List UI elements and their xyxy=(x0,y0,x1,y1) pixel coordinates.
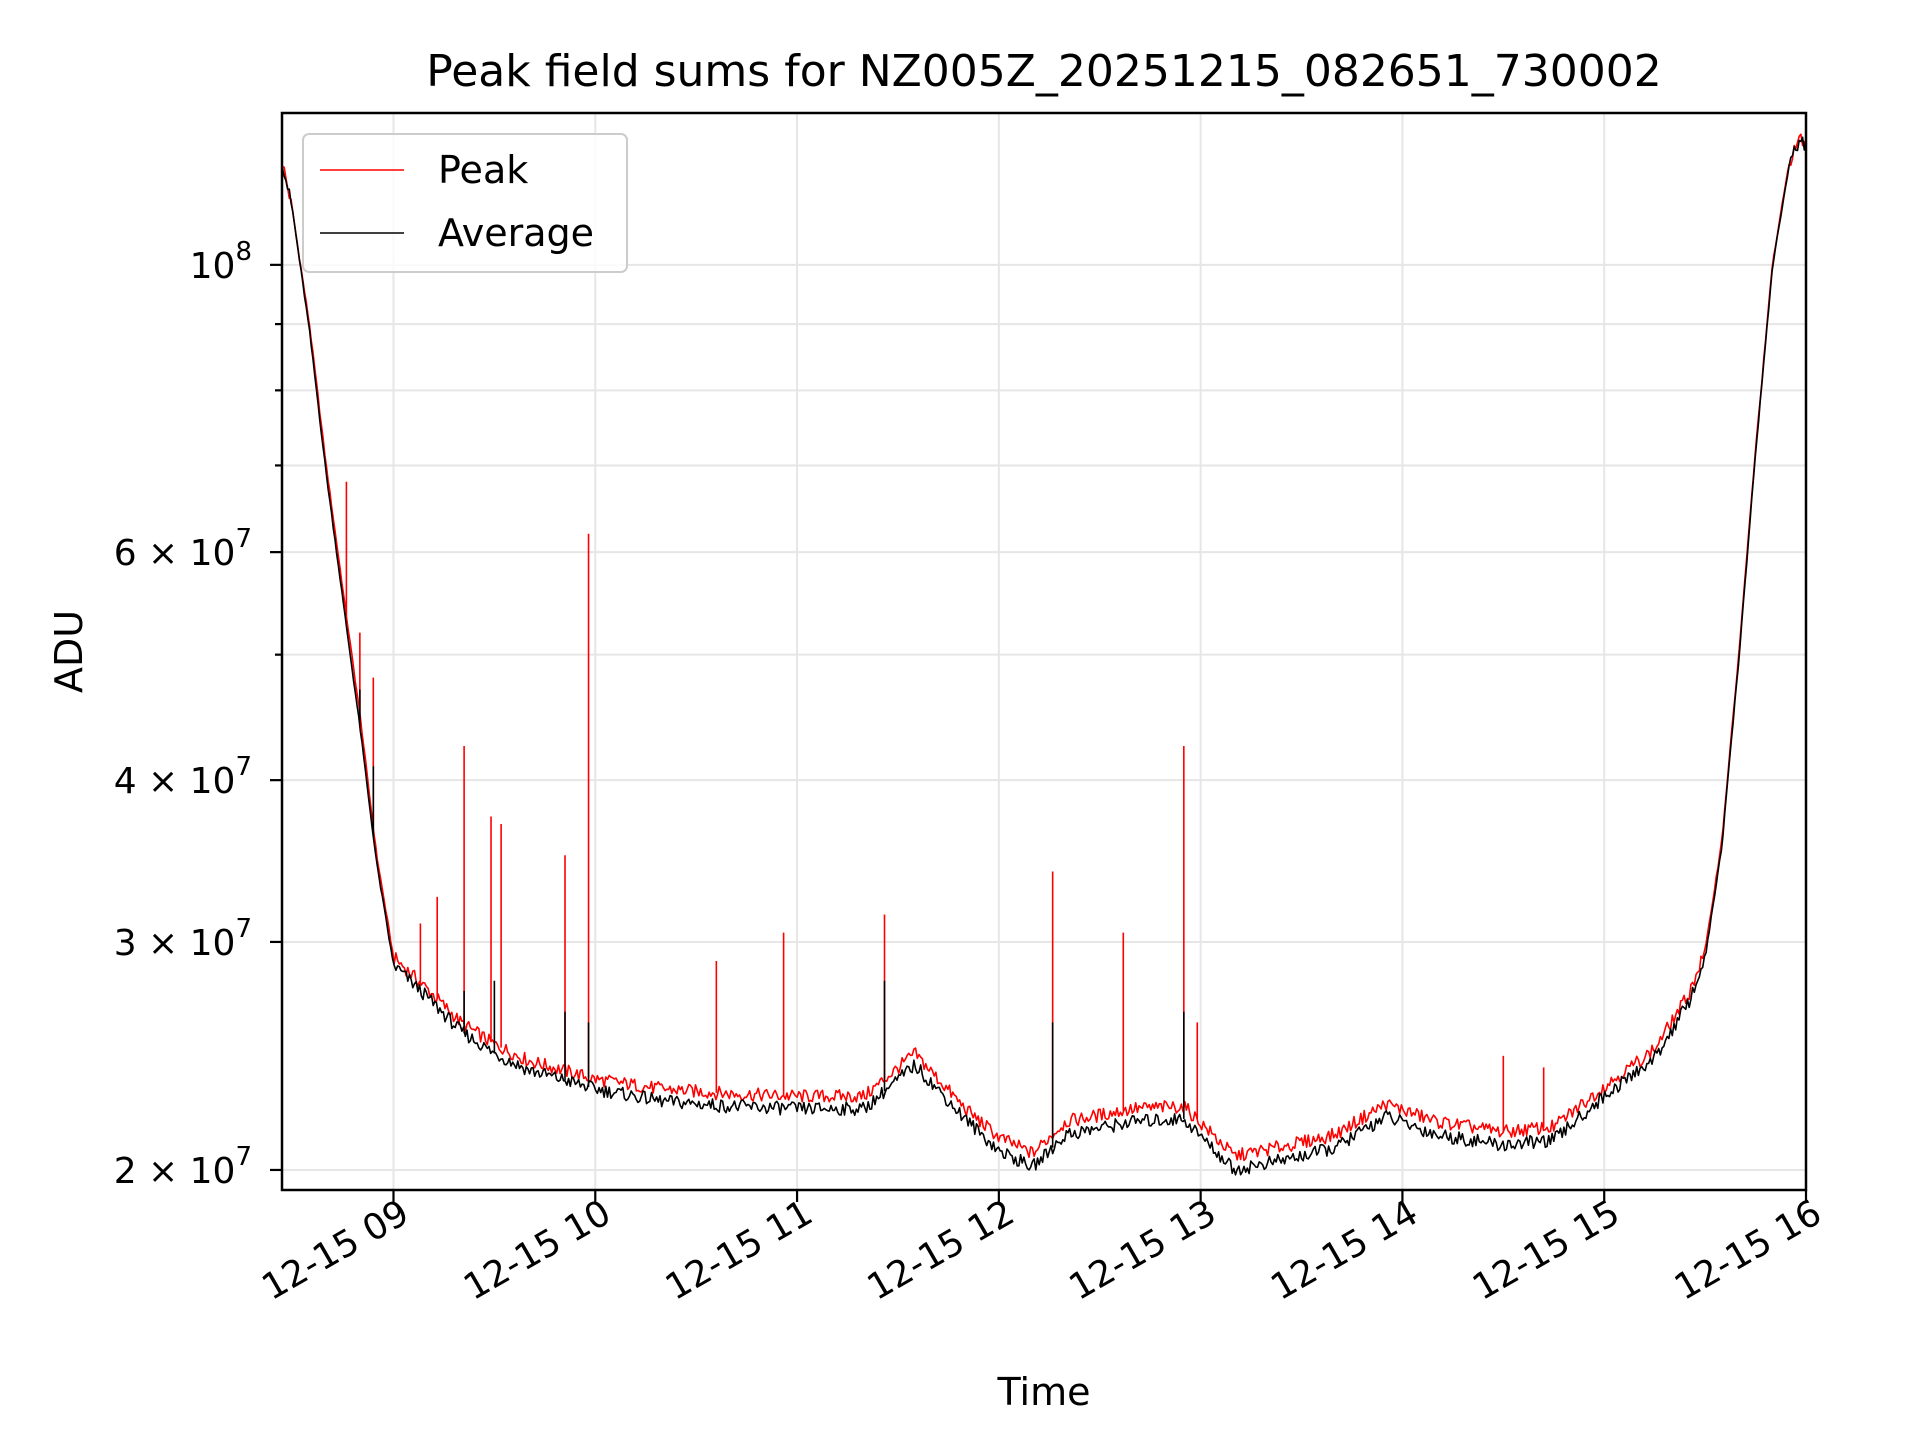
x-tick-label: 12-15 09 xyxy=(255,1192,416,1308)
y-tick-label: 108 xyxy=(190,237,252,287)
series-line-average xyxy=(281,136,1807,1176)
x-tick-label: 12-15 15 xyxy=(1466,1192,1627,1308)
y-tick-label: 4 × 107 xyxy=(114,752,252,802)
legend-box xyxy=(302,133,628,273)
legend-label-average: Average xyxy=(438,211,594,255)
x-tick-label: 12-15 13 xyxy=(1062,1192,1223,1308)
x-tick-label: 12-15 10 xyxy=(457,1192,618,1308)
x-tick-label: 12-15 11 xyxy=(659,1192,820,1308)
x-axis-label: Time xyxy=(997,1370,1091,1414)
plot-frame xyxy=(280,111,1808,1192)
series-layer xyxy=(281,133,1807,1176)
x-tick-label: 12-15 16 xyxy=(1668,1192,1829,1308)
legend: Peak Average xyxy=(302,133,628,273)
grid-layer xyxy=(282,113,1807,1190)
chart-title: Peak field sums for NZ005Z_20251215_0826… xyxy=(426,46,1662,97)
y-tick-label: 6 × 107 xyxy=(114,524,252,574)
y-axis-label: ADU xyxy=(47,610,91,693)
legend-label-peak: Peak xyxy=(438,148,528,192)
x-tick-label: 12-15 14 xyxy=(1264,1192,1425,1308)
x-tick-label: 12-15 12 xyxy=(861,1192,1022,1308)
series-line-peak xyxy=(282,133,1807,1162)
y-tick-label: 2 × 107 xyxy=(114,1142,252,1192)
y-tick-label: 3 × 107 xyxy=(114,914,252,964)
ticks-layer: 12-15 09 12-15 10 12-15 11 12-15 12 12-15 13… xyxy=(114,237,1829,1309)
